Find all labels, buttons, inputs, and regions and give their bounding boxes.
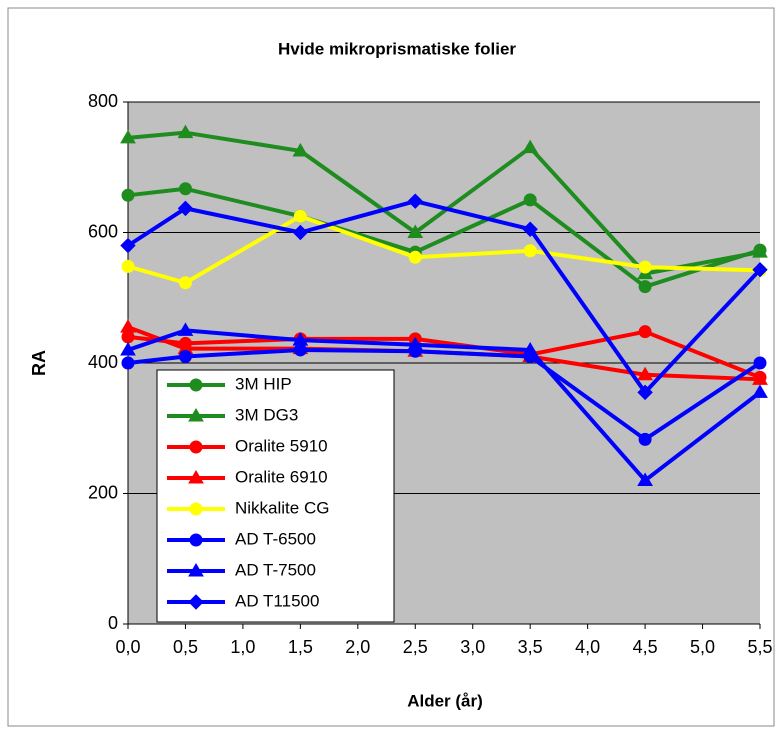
- marker: [637, 472, 653, 486]
- legend-label: 3M DG3: [235, 405, 298, 424]
- marker: [522, 139, 539, 154]
- marker: [121, 188, 135, 202]
- marker: [638, 325, 652, 339]
- marker: [121, 330, 135, 344]
- marker: [407, 193, 423, 209]
- legend-label: Nikkalite CG: [235, 498, 329, 517]
- marker: [120, 129, 136, 144]
- marker: [638, 260, 652, 274]
- y-tick-label: 600: [88, 221, 118, 241]
- marker: [177, 124, 194, 139]
- x-tick-label: 2,0: [345, 637, 370, 657]
- x-tick-label: 5,5: [747, 637, 772, 657]
- marker: [121, 259, 135, 273]
- marker: [638, 432, 652, 446]
- legend: 3M HIP 3M DG3 Oralite 5910 Oralite 6910 Nikk…: [156, 369, 395, 623]
- x-tick-label: 1,0: [230, 637, 255, 657]
- marker: [638, 280, 652, 294]
- marker: [523, 193, 537, 207]
- x-tick-label: 0,5: [173, 637, 198, 657]
- marker: [293, 209, 307, 223]
- y-tick-label: 0: [108, 613, 118, 633]
- marker: [292, 224, 309, 241]
- legend-label: AD T-6500: [235, 529, 316, 548]
- legend-marker: [188, 408, 204, 422]
- x-tick-label: 5,0: [690, 637, 715, 657]
- y-tick-label: 800: [88, 91, 118, 111]
- legend-marker: [188, 563, 204, 577]
- marker: [178, 182, 192, 196]
- marker: [121, 356, 135, 370]
- marker: [177, 322, 194, 336]
- marker: [408, 250, 422, 264]
- marker: [637, 366, 653, 381]
- marker: [522, 221, 538, 237]
- x-tick-label: 4,0: [575, 637, 600, 657]
- legend-marker: [188, 470, 204, 484]
- marker: [120, 237, 136, 254]
- x-axis-label: Alder (år): [407, 691, 483, 710]
- marker: [637, 384, 653, 401]
- marker: [407, 224, 424, 238]
- marker: [523, 244, 537, 258]
- marker: [753, 356, 767, 370]
- legend-label: Oralite 5910: [235, 436, 328, 455]
- legend-label: 3M HIP: [235, 374, 292, 393]
- y-tick-label: 200: [88, 482, 118, 502]
- legend-label: AD T-7500: [235, 560, 316, 579]
- x-tick-label: 0,0: [115, 637, 140, 657]
- marker: [292, 142, 309, 157]
- y-tick-label: 400: [88, 352, 118, 372]
- marker: [177, 200, 194, 217]
- marker: [293, 343, 307, 357]
- marker: [752, 244, 768, 258]
- marker: [522, 341, 539, 356]
- marker: [752, 371, 768, 385]
- legend-marker: [188, 594, 204, 610]
- marker: [292, 332, 309, 346]
- legend-marker: [189, 533, 203, 547]
- marker: [120, 341, 136, 356]
- legend-marker: [189, 502, 203, 516]
- x-tick-label: 4,5: [633, 637, 658, 657]
- marker: [178, 349, 192, 363]
- y-axis-label: RA: [29, 350, 49, 376]
- x-tick-label: 3,5: [518, 637, 543, 657]
- marker: [407, 336, 424, 351]
- legend-label: Oralite 6910: [235, 467, 328, 486]
- x-tick-label: 3,0: [460, 637, 485, 657]
- marker: [752, 384, 768, 398]
- legend-marker: [189, 440, 203, 454]
- marker: [752, 261, 768, 278]
- x-tick-label: 2,5: [403, 637, 428, 657]
- legend-marker: [189, 378, 203, 392]
- legend-label: AD T11500: [235, 591, 319, 610]
- marker: [120, 319, 136, 333]
- x-tick-label: 1,5: [288, 637, 313, 657]
- marker: [178, 276, 192, 290]
- chart-title: Hvide mikroprismatiske folier: [278, 39, 516, 58]
